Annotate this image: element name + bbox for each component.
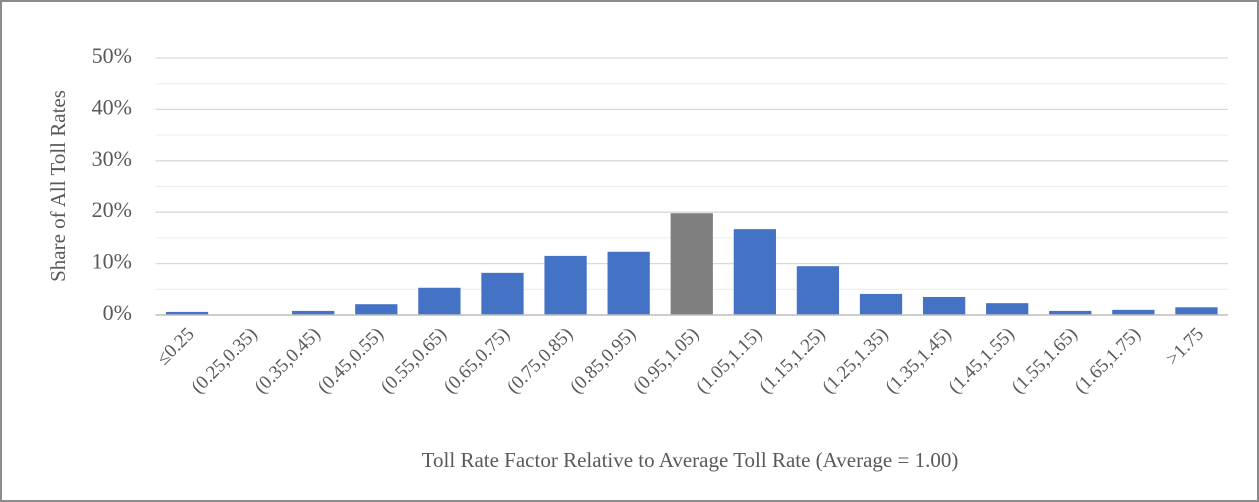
bar [922,297,966,315]
bar [165,311,209,315]
bar [544,255,587,315]
y-tick-label: 20% [92,197,132,222]
bar [1175,307,1218,315]
y-tick-label: 10% [92,249,132,274]
bar [1112,309,1155,315]
bar [355,304,398,315]
bar [733,229,776,315]
y-tick-label: 0% [103,300,132,325]
y-tick-label: 40% [92,94,132,119]
y-tick-label: 30% [92,146,132,171]
bar [986,303,1029,315]
bar [481,272,524,315]
bar [607,251,650,315]
y-tick-label: 50% [92,43,132,68]
y-axis-title: Share of All Toll Rates [46,90,70,282]
bar [796,266,840,315]
bar [418,287,461,315]
bar [859,293,903,315]
x-axis-title: Toll Rate Factor Relative to Average Tol… [422,448,959,472]
bar [1049,310,1092,315]
bar [292,310,335,315]
bar [670,213,713,315]
